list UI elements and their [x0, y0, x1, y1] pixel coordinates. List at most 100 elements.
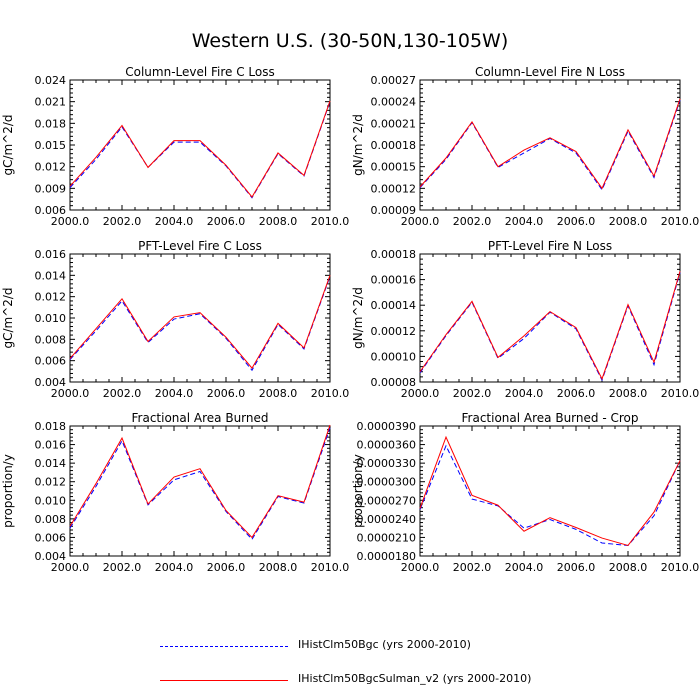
x-tick-label: 2000.0 — [51, 215, 90, 228]
x-tick-label: 2010.0 — [661, 561, 700, 574]
x-tick-label: 2002.0 — [453, 561, 492, 574]
x-tick-label: 2008.0 — [609, 387, 648, 400]
y-tick-label: 0.00009 — [371, 204, 417, 217]
series-line-solid — [69, 424, 331, 539]
y-tick-label: 0.016 — [35, 439, 67, 452]
y-tick-label: 0.012 — [35, 476, 67, 489]
y-tick-label: 0.004 — [35, 550, 67, 563]
panel-title: Column-Level Fire N Loss — [475, 65, 625, 79]
plot-frame — [419, 425, 681, 557]
chart-panel-4: 2000.0 2002.0 2004.0 2006.0 2008.0 2010.0 0.00… — [351, 239, 699, 400]
y-tick-label: 0.00021 — [371, 117, 417, 130]
y-tick-label: 0.00018 — [371, 248, 417, 261]
y-tick-label: 0.00018 — [371, 139, 417, 152]
y-tick-label: 0.00027 — [371, 74, 417, 87]
panel-title: Column-Level Fire C Loss — [125, 65, 275, 79]
series-line-solid — [69, 100, 331, 198]
series-line-dashed — [419, 444, 681, 547]
y-tick-label: 0.0000240 — [357, 513, 417, 526]
x-tick-label: 2006.0 — [557, 561, 596, 574]
legend-item-bgc: IHistClm50Bgc (yrs 2000-2010) — [160, 636, 640, 656]
y-tick-label: 0.0000210 — [357, 531, 417, 544]
x-tick-label: 2010.0 — [661, 387, 700, 400]
plot-frame — [69, 79, 331, 211]
y-tick-label: 0.006 — [35, 531, 67, 544]
x-tick-label: 2006.0 — [207, 561, 246, 574]
x-tick-label: 2002.0 — [103, 561, 142, 574]
y-tick-label: 0.00010 — [371, 350, 417, 363]
x-tick-label: 2002.0 — [453, 387, 492, 400]
y-axis-label: proportion/y — [1, 454, 15, 528]
y-axis-label: proportion/y — [351, 454, 365, 528]
x-tick-label: 2008.0 — [259, 561, 298, 574]
panel-title: Fractional Area Burned - Crop — [462, 411, 639, 425]
y-tick-label: 0.024 — [35, 74, 67, 87]
series-line-dashed — [69, 427, 331, 541]
y-tick-label: 0.010 — [35, 494, 67, 507]
y-tick-label: 0.0000300 — [357, 476, 417, 489]
y-tick-label: 0.015 — [35, 139, 67, 152]
y-tick-label: 0.00012 — [371, 182, 417, 195]
x-tick-label: 2008.0 — [259, 215, 298, 228]
x-tick-label: 2004.0 — [505, 561, 544, 574]
y-tick-label: 0.00015 — [371, 161, 417, 174]
series-line-dashed — [419, 100, 681, 191]
y-tick-label: 0.021 — [35, 96, 67, 109]
y-tick-label: 0.00012 — [371, 325, 417, 338]
x-tick-label: 2002.0 — [453, 215, 492, 228]
x-tick-label: 2008.0 — [609, 215, 648, 228]
x-tick-label: 2004.0 — [505, 215, 544, 228]
x-tick-label: 2000.0 — [51, 561, 90, 574]
plot-frame — [419, 79, 681, 211]
y-tick-label: 0.010 — [35, 312, 67, 325]
y-tick-label: 0.0000270 — [357, 494, 417, 507]
y-tick-label: 0.014 — [35, 457, 67, 470]
y-tick-label: 0.00024 — [371, 96, 417, 109]
legend: IHistClm50Bgc (yrs 2000-2010) IHistClm50… — [160, 636, 640, 696]
y-tick-label: 0.0000390 — [357, 420, 417, 433]
y-tick-label: 0.004 — [35, 376, 67, 389]
chart-panel-3: 2000.0 2002.0 2004.0 2006.0 2008.0 2010.0 0.00… — [1, 239, 349, 400]
x-tick-label: 2000.0 — [51, 387, 90, 400]
y-tick-label: 0.00008 — [371, 376, 417, 389]
x-tick-label: 2000.0 — [401, 215, 440, 228]
y-axis-label: gN/m^2/d — [351, 287, 365, 349]
y-axis-label: gN/m^2/d — [351, 114, 365, 176]
series-line-dashed — [69, 101, 331, 199]
y-tick-label: 0.008 — [35, 513, 67, 526]
legend-item-sulman: IHistClm50BgcSulman_v2 (yrs 2000-2010) — [160, 670, 640, 690]
x-tick-label: 2004.0 — [155, 561, 194, 574]
y-tick-label: 0.0000330 — [357, 457, 417, 470]
figure-title: Western U.S. (30-50N,130-105W) — [191, 30, 509, 52]
y-axis-label: gC/m^2/d — [1, 287, 15, 348]
y-tick-label: 0.009 — [35, 182, 67, 195]
legend-line-solid-red — [160, 680, 288, 681]
series-line-solid — [419, 98, 681, 190]
y-tick-label: 0.014 — [35, 269, 67, 282]
x-tick-label: 2004.0 — [505, 387, 544, 400]
x-tick-label: 2004.0 — [155, 387, 194, 400]
series-line-solid — [419, 435, 681, 547]
x-tick-label: 2000.0 — [401, 561, 440, 574]
y-tick-label: 0.016 — [35, 248, 67, 261]
x-tick-label: 2010.0 — [311, 387, 350, 400]
x-tick-label: 2008.0 — [609, 561, 648, 574]
y-axis-label: gC/m^2/d — [1, 114, 15, 175]
x-tick-label: 2006.0 — [207, 387, 246, 400]
panel-title: Fractional Area Burned — [132, 411, 269, 425]
x-tick-label: 2002.0 — [103, 215, 142, 228]
series-line-solid — [69, 275, 331, 369]
y-tick-label: 0.012 — [35, 291, 67, 304]
x-tick-label: 2010.0 — [311, 215, 350, 228]
x-tick-label: 2010.0 — [661, 215, 700, 228]
panel-title: PFT-Level Fire C Loss — [138, 239, 262, 253]
x-tick-label: 2010.0 — [311, 561, 350, 574]
y-tick-label: 0.012 — [35, 161, 67, 174]
x-tick-label: 2006.0 — [557, 387, 596, 400]
chart-panel-6: 2000.0 2002.0 2004.0 2006.0 2008.0 2010.0 0.00… — [351, 411, 699, 574]
y-tick-label: 0.006 — [35, 355, 67, 368]
chart-panel-5: 2000.0 2002.0 2004.0 2006.0 2008.0 2010.0 0.00… — [1, 411, 349, 574]
y-tick-label: 0.018 — [35, 117, 67, 130]
legend-line-dashed-blue — [160, 646, 288, 647]
